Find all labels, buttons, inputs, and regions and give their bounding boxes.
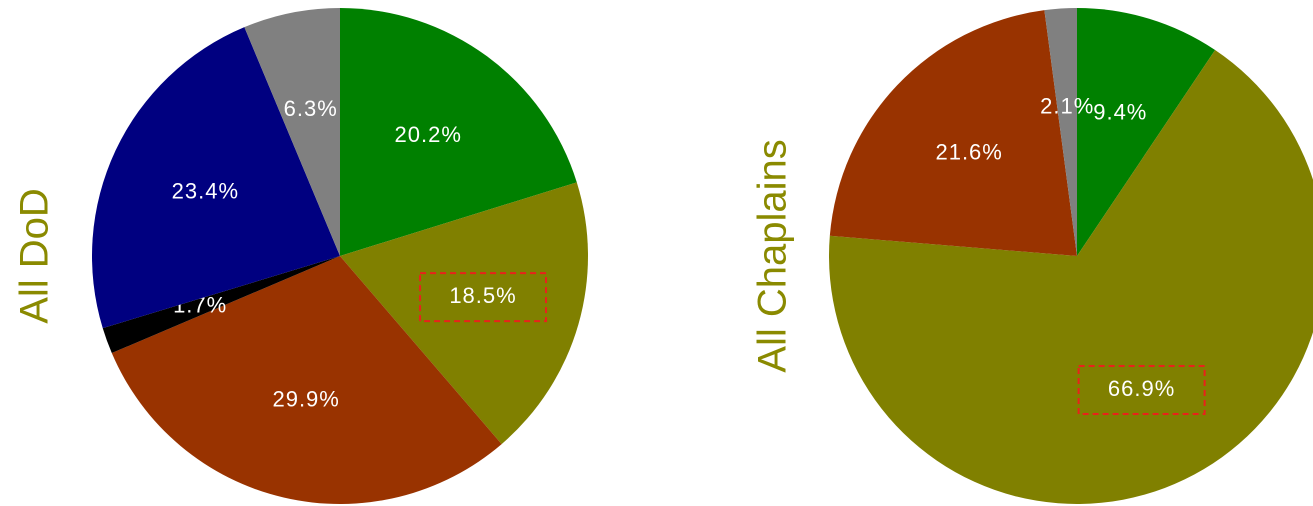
highlight-box (419, 272, 548, 323)
pie-slice (829, 50, 1313, 504)
pie-slice (244, 7, 340, 256)
highlight-box (1077, 365, 1206, 416)
data-label: 66.9% (1108, 376, 1175, 401)
data-label: 23.4% (172, 178, 239, 203)
data-label: 18.5% (449, 283, 516, 308)
data-label: 21.6% (935, 139, 1002, 164)
pie-slice (1077, 8, 1216, 256)
chart-title: All Chaplains (751, 139, 795, 372)
pie-slice (340, 8, 577, 256)
data-label: 2.1% (1040, 93, 1094, 118)
data-label: 20.2% (395, 122, 462, 147)
data-label: 29.9% (272, 387, 339, 412)
pie-slice (340, 182, 588, 445)
data-label: 9.4% (1093, 99, 1147, 124)
pie-slice (91, 27, 340, 329)
pie-slice (111, 256, 502, 504)
data-label: 6.3% (284, 96, 338, 121)
pie-slice (829, 10, 1077, 257)
pie-slice (102, 256, 340, 354)
pie-slice (1044, 8, 1077, 256)
chart-title: All DoD (13, 188, 57, 324)
